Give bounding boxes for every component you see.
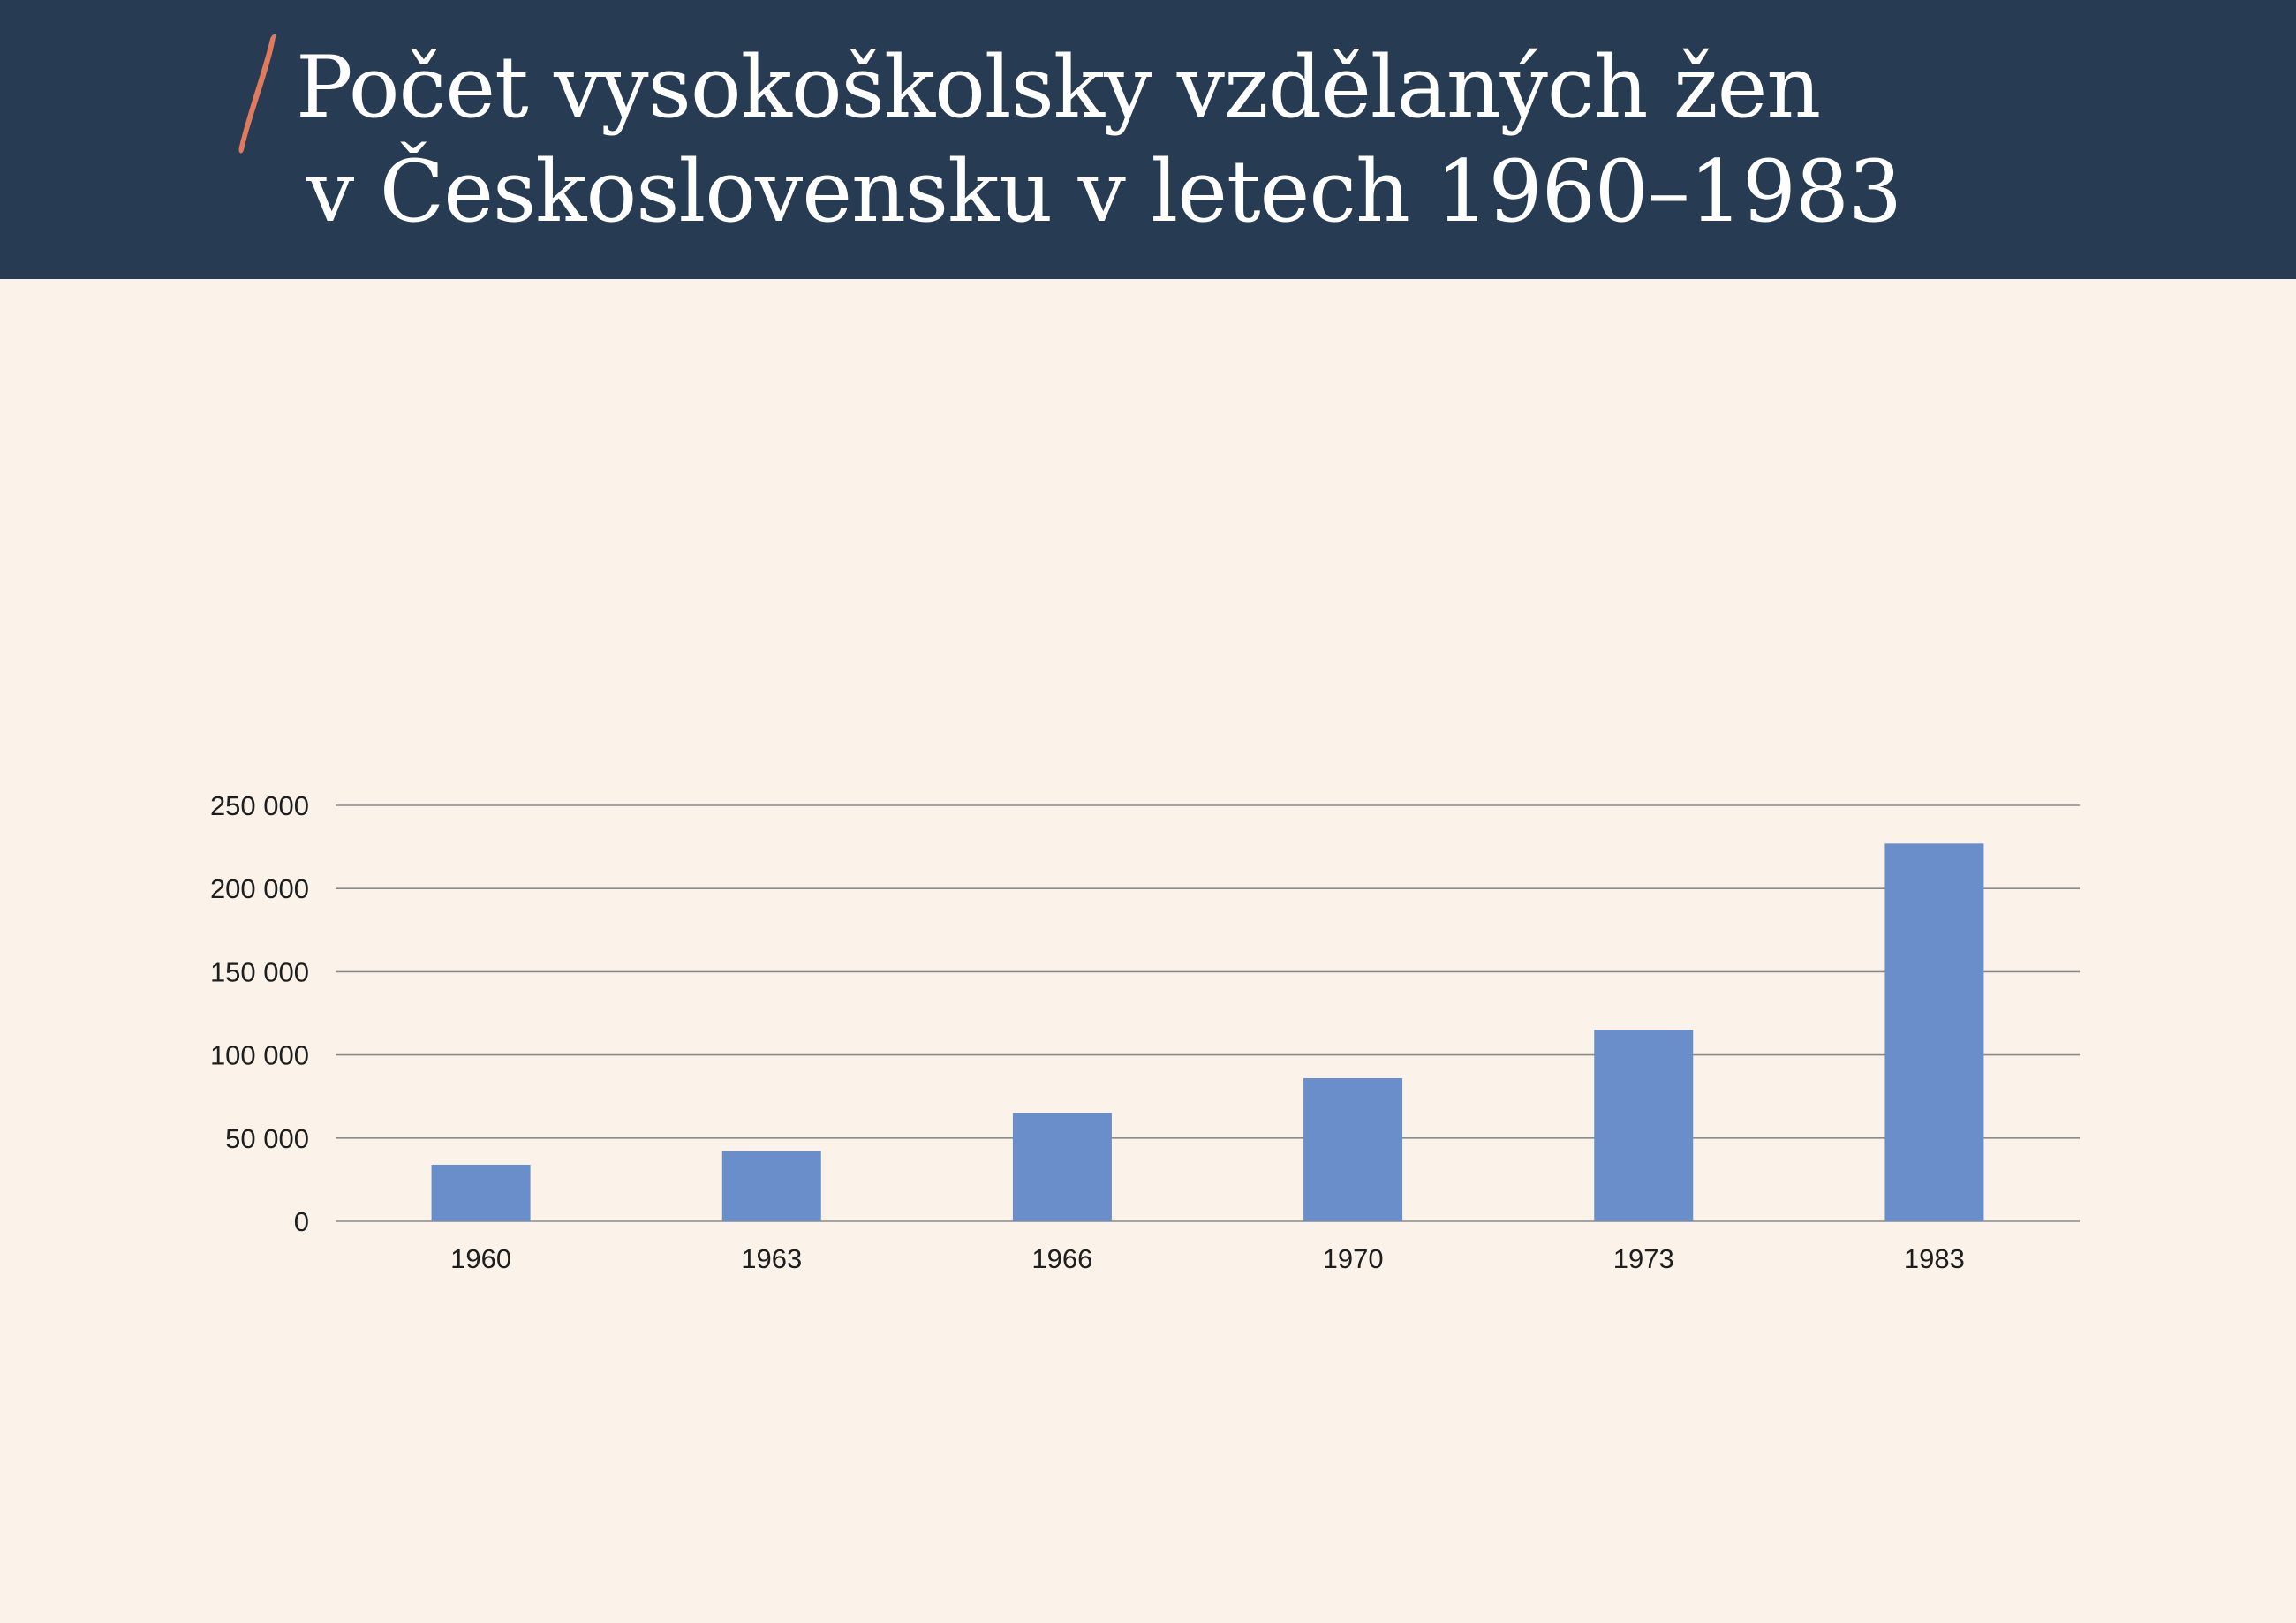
y-tick-label: 50 000 xyxy=(225,1123,309,1154)
bar-1966 xyxy=(1012,1113,1112,1221)
title-line-2: v Československu v letech 1960–1983 xyxy=(306,142,1902,241)
bar-1963 xyxy=(721,1151,821,1221)
x-axis-tick-labels: 1960 1963 1966 1970 1973 1983 xyxy=(450,1243,1965,1274)
chart-gridlines xyxy=(336,804,2080,1222)
x-tick-label-1966: 1966 xyxy=(1031,1243,1092,1274)
x-tick-label-1983: 1983 xyxy=(1904,1243,1965,1274)
page-title: Počet vysokoškolsky vzdělaných žen v Česk… xyxy=(296,35,1902,244)
accent-brush-icon xyxy=(238,34,276,154)
header-banner xyxy=(0,0,2296,279)
x-tick-label-1963: 1963 xyxy=(741,1243,802,1274)
x-tick-label-1960: 1960 xyxy=(450,1243,511,1274)
x-tick-label-1970: 1970 xyxy=(1323,1243,1384,1274)
y-tick-label: 150 000 xyxy=(210,956,309,987)
bar-1970 xyxy=(1303,1077,1403,1221)
y-axis-tick-labels: 0 50 000 100 000 150 000 200 000 250 000 xyxy=(210,790,309,1237)
x-tick-label-1973: 1973 xyxy=(1613,1243,1674,1274)
bar-1983 xyxy=(1884,843,1984,1221)
y-tick-label: 100 000 xyxy=(210,1040,309,1071)
bar-1960 xyxy=(431,1164,531,1221)
bar-1973 xyxy=(1594,1030,1694,1221)
title-line-1: Počet vysokoškolsky vzdělaných žen xyxy=(296,38,1821,137)
y-tick-label: 0 xyxy=(294,1206,309,1237)
chart-bars xyxy=(431,843,1984,1221)
y-tick-label: 250 000 xyxy=(210,790,309,821)
y-tick-label: 200 000 xyxy=(210,873,309,904)
